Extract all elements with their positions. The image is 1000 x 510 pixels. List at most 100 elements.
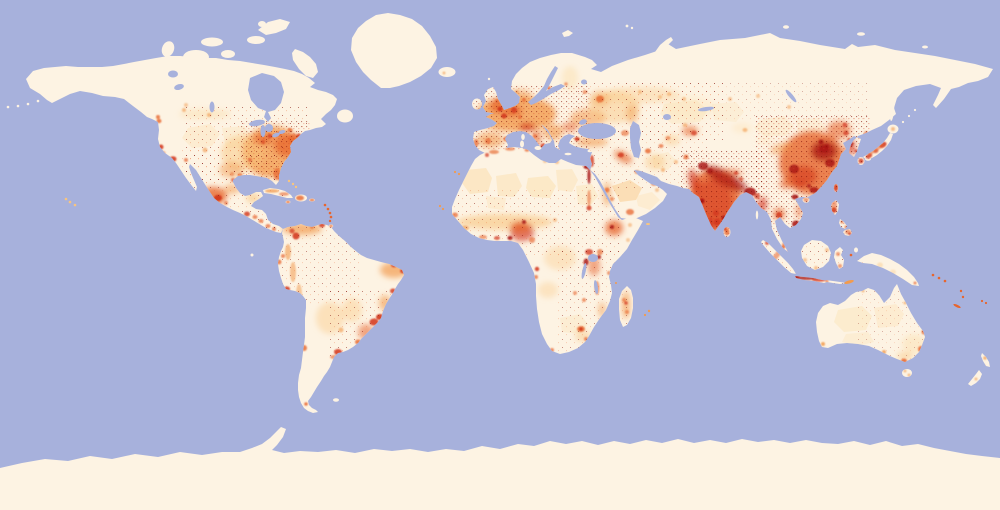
islands-solomon: [943, 279, 947, 283]
admin-patch: [636, 192, 660, 210]
density-blob: [156, 115, 160, 119]
lake-superior: [249, 119, 265, 127]
islands-galapagos: [250, 253, 254, 257]
island-corsica: [521, 134, 525, 140]
island-svalbard: [562, 30, 573, 37]
island-severnaya-zemlya: [783, 25, 789, 29]
lake-huron: [265, 124, 273, 132]
density-blob: [564, 82, 568, 86]
density-blob: [534, 275, 538, 279]
density-blob: [628, 223, 632, 227]
island-aleutian: [6, 105, 10, 109]
island-sakhalin: [889, 101, 895, 121]
island-timor: [844, 280, 854, 284]
lake-malawi: [593, 280, 599, 294]
black-sea: [578, 123, 616, 139]
island-tasmania: [902, 369, 912, 377]
lake-ontario: [278, 130, 286, 134]
lake-michigan: [260, 125, 266, 137]
islands-lesser-antilles: [328, 211, 332, 215]
lake-ladoga: [581, 79, 587, 85]
islands-canary: [457, 172, 461, 176]
islands-hawaii: [64, 197, 68, 201]
island-new-siberian: [857, 32, 865, 36]
density-blob: [626, 209, 634, 215]
density-blob: [907, 373, 911, 377]
island-prince-of-wales: [221, 50, 235, 58]
island-sicily: [534, 146, 542, 150]
lake-victoria: [588, 254, 598, 262]
island-aleutian: [26, 102, 30, 106]
island-mauritius: [647, 309, 651, 313]
lake-tanganyika: [581, 263, 587, 279]
lake-erie: [272, 132, 280, 138]
admin-patch: [462, 168, 492, 194]
sea-of-azov: [579, 119, 587, 125]
density-blob: [903, 369, 907, 373]
density-blob: [821, 342, 825, 346]
baltic-sea: [528, 66, 565, 105]
island-halmahera: [854, 247, 858, 253]
lake-baikal: [785, 89, 797, 103]
islands-lesser-antilles: [329, 215, 333, 219]
islands-comoros: [615, 282, 617, 284]
islands-fiji: [980, 299, 984, 303]
density-blob: [296, 195, 304, 201]
island-iceland: [438, 67, 456, 77]
island-southampton: [262, 67, 274, 75]
islands-hawaii: [73, 203, 77, 207]
island-victoria: [183, 50, 209, 64]
islands-bahamas: [287, 179, 291, 183]
island-ellesmere: [258, 19, 290, 35]
density-blob: [983, 356, 987, 360]
islands-hawaii: [68, 200, 72, 204]
density-blob: [626, 238, 630, 242]
island-new-caledonia: [953, 303, 961, 309]
island-aleutian: [36, 99, 40, 103]
islands-falkland: [333, 398, 339, 402]
island-faroe: [487, 77, 491, 81]
density-blob: [534, 266, 540, 272]
island-newfoundland: [337, 109, 353, 123]
hudson-bay: [248, 73, 284, 122]
density-blob: [304, 402, 308, 406]
island-melville: [201, 37, 223, 47]
islands-bahamas: [294, 185, 298, 189]
density-blob: [742, 128, 748, 132]
landmass-antarctica: [0, 427, 1000, 510]
island-kuril: [913, 108, 917, 112]
island-sardinia: [520, 140, 524, 148]
island-franz-josef: [625, 24, 629, 28]
landmass-greenland: [351, 13, 437, 88]
density-blob: [732, 123, 752, 133]
admin-patch: [556, 169, 578, 192]
islands-vanuatu: [961, 295, 965, 299]
island-aleutian: [16, 104, 20, 108]
density-blob: [309, 198, 315, 202]
island-kuril: [901, 120, 905, 124]
density-blob: [442, 71, 446, 75]
density-blob: [538, 282, 558, 298]
island-kuril: [907, 114, 911, 118]
islands-cape-verde: [438, 204, 442, 208]
island-baffin: [292, 49, 318, 78]
island-axel-heiberg: [258, 21, 266, 27]
islands-solomon: [931, 273, 935, 277]
aral-sea: [663, 114, 671, 120]
island-crete: [564, 152, 572, 156]
islands-lesser-antilles: [326, 207, 330, 211]
island-socotra: [646, 223, 650, 225]
lake-winnipeg: [209, 101, 215, 113]
island-new-guinea: [857, 253, 919, 286]
caspian-sea: [630, 121, 641, 158]
islands-cape-verde: [441, 207, 445, 211]
island-franz-josef: [630, 26, 634, 30]
density-blob: [868, 143, 884, 155]
island-reunion: [643, 313, 647, 317]
islands-bahamas: [291, 182, 295, 186]
lake-balkhash: [698, 106, 714, 112]
orange-islands: [64, 170, 988, 317]
islands-andaman: [755, 210, 759, 220]
